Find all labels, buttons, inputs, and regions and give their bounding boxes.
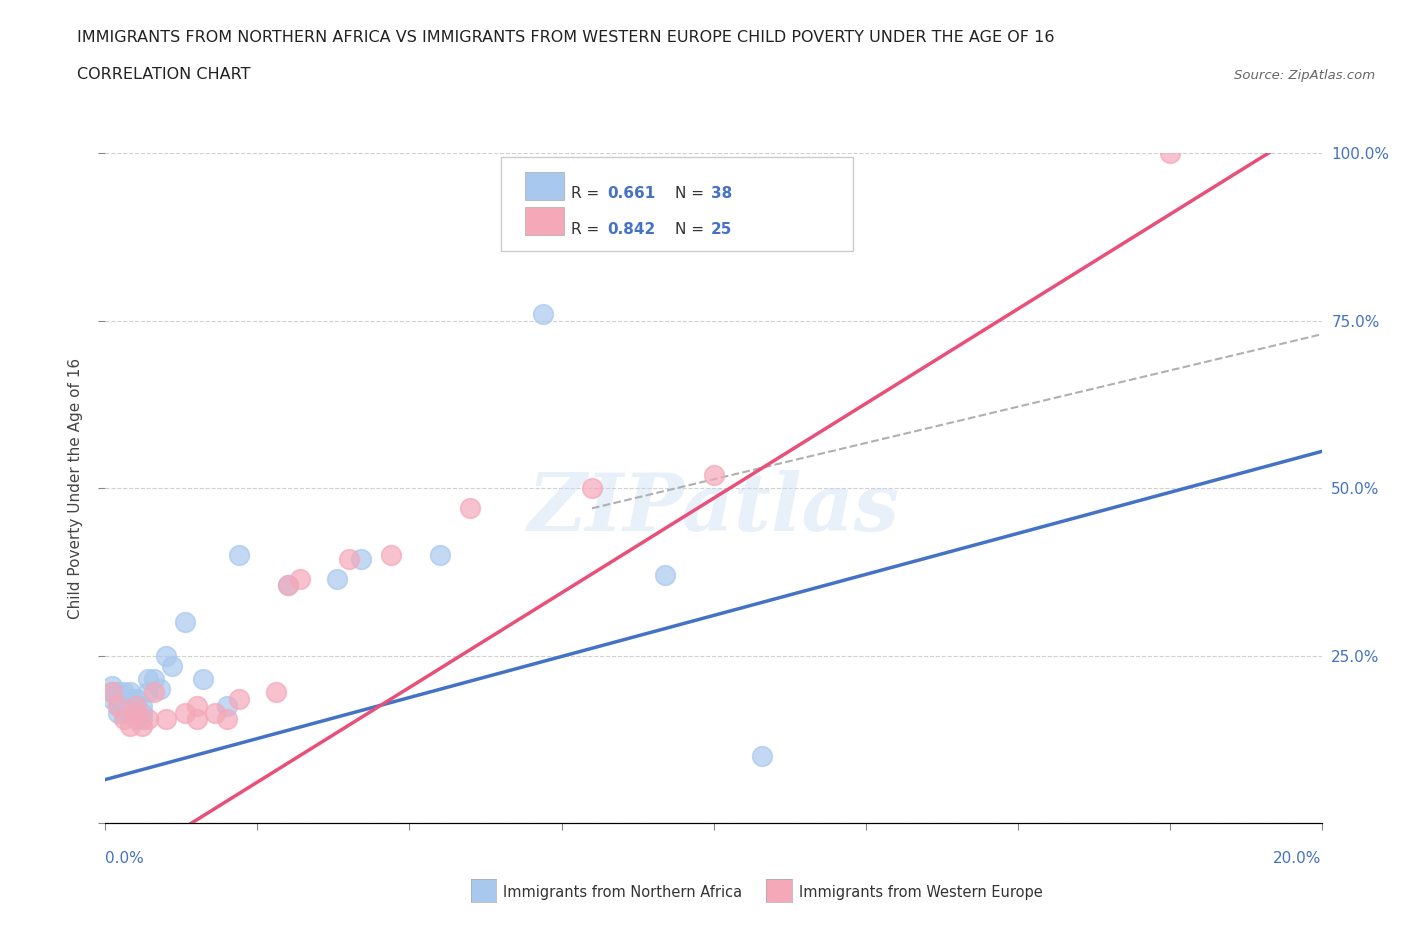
Point	[112, 711, 135, 726]
Text: 0.0%: 0.0%	[105, 851, 145, 866]
Point	[131, 719, 153, 734]
Point	[131, 698, 153, 713]
Point	[155, 711, 177, 726]
Point	[173, 615, 195, 630]
Point	[131, 705, 153, 720]
Text: N =: N =	[675, 186, 709, 201]
Point	[228, 692, 250, 707]
Point	[337, 551, 360, 566]
Point	[136, 671, 159, 686]
Text: R =: R =	[571, 186, 605, 201]
Point	[325, 571, 347, 586]
Text: 0.661: 0.661	[607, 186, 657, 201]
Point	[458, 501, 481, 516]
Point	[107, 698, 129, 713]
Text: R =: R =	[571, 221, 605, 236]
Point	[125, 705, 148, 720]
Point	[288, 571, 311, 586]
Point	[217, 711, 239, 726]
Point	[100, 685, 122, 700]
Point	[531, 307, 554, 322]
Point	[107, 685, 129, 700]
Point	[100, 678, 122, 693]
Text: 25: 25	[711, 221, 733, 236]
Point	[118, 698, 141, 713]
Point	[654, 568, 676, 583]
Point	[112, 685, 135, 700]
Text: IMMIGRANTS FROM NORTHERN AFRICA VS IMMIGRANTS FROM WESTERN EUROPE CHILD POVERTY : IMMIGRANTS FROM NORTHERN AFRICA VS IMMIG…	[77, 30, 1054, 45]
Point	[581, 481, 603, 496]
Point	[204, 705, 226, 720]
Text: Source: ZipAtlas.com: Source: ZipAtlas.com	[1234, 69, 1375, 82]
Point	[217, 698, 239, 713]
FancyBboxPatch shape	[524, 207, 564, 235]
Point	[228, 548, 250, 563]
Point	[118, 685, 141, 700]
Point	[107, 692, 129, 707]
Point	[143, 671, 166, 686]
Point	[162, 658, 184, 673]
Point	[107, 705, 129, 720]
Point	[136, 711, 159, 726]
Point	[107, 698, 129, 713]
Point	[155, 648, 177, 663]
Text: Immigrants from Northern Africa: Immigrants from Northern Africa	[503, 885, 742, 900]
Point	[100, 692, 122, 707]
Point	[125, 692, 148, 707]
Point	[100, 685, 122, 700]
Point	[350, 551, 373, 566]
Point	[429, 548, 451, 563]
Point	[143, 685, 166, 700]
Point	[186, 711, 208, 726]
Y-axis label: Child Poverty Under the Age of 16: Child Poverty Under the Age of 16	[67, 358, 83, 618]
Point	[751, 749, 773, 764]
FancyBboxPatch shape	[501, 157, 853, 250]
Text: ZIPatlas: ZIPatlas	[527, 470, 900, 547]
Text: 38: 38	[711, 186, 733, 201]
Point	[112, 705, 135, 720]
Point	[125, 698, 148, 713]
Point	[112, 692, 135, 707]
Text: 0.842: 0.842	[607, 221, 657, 236]
Point	[149, 682, 172, 697]
Point	[118, 692, 141, 707]
Text: 20.0%: 20.0%	[1274, 851, 1322, 866]
Point	[118, 719, 141, 734]
Point	[118, 705, 141, 720]
Text: Immigrants from Western Europe: Immigrants from Western Europe	[799, 885, 1042, 900]
FancyBboxPatch shape	[524, 172, 564, 200]
Point	[112, 698, 135, 713]
Point	[125, 698, 148, 713]
Point	[1159, 146, 1181, 161]
Point	[264, 685, 287, 700]
Point	[186, 698, 208, 713]
Point	[131, 711, 153, 726]
Point	[125, 711, 148, 726]
Point	[136, 685, 159, 700]
Point	[277, 578, 299, 592]
Text: N =: N =	[675, 221, 709, 236]
Point	[380, 548, 402, 563]
Point	[277, 578, 299, 592]
Text: CORRELATION CHART: CORRELATION CHART	[77, 67, 250, 82]
Point	[702, 468, 725, 483]
Point	[191, 671, 214, 686]
Point	[173, 705, 195, 720]
